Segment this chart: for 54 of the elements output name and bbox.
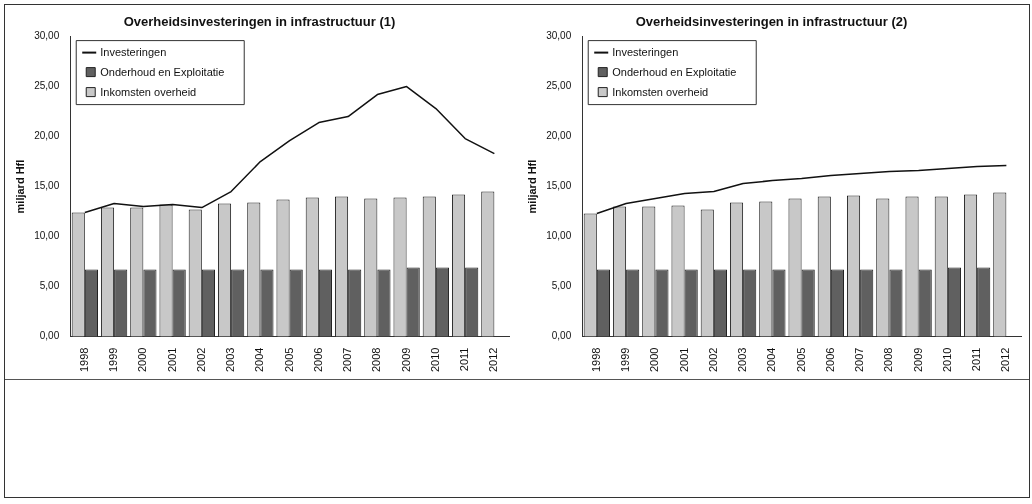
x-tick-label: 2004 — [253, 347, 266, 373]
y-tick-label: 0,00 — [551, 330, 572, 342]
y-tick-label: 15,00 — [34, 180, 60, 192]
x-tick-label: 2006 — [311, 347, 324, 373]
x-tick-label: 2002 — [194, 347, 207, 373]
y-axis-title: miljard Hfl — [13, 159, 26, 214]
x-tick-label: 2010 — [428, 347, 441, 373]
x-tick-label: 2003 — [224, 347, 237, 373]
y-tick-label: 30,00 — [546, 30, 572, 42]
x-tick-label: 2009 — [911, 347, 924, 373]
y-tick-label: 20,00 — [546, 130, 572, 142]
y-tick-label: 5,00 — [39, 280, 60, 292]
x-tick-label: 2000 — [648, 347, 661, 373]
x-tick-label: 2012 — [999, 347, 1012, 373]
x-tick-label: 1999 — [107, 347, 120, 373]
chart-title: Overheidsinvesteringen in infrastructuur (2) — [635, 14, 908, 30]
chart-title: Overheidsinvesteringen in infrastructuur (1) — [123, 14, 396, 30]
legend-label: Onderhoud en Exploitatie — [612, 65, 737, 78]
legend-label: Inkomsten overheid — [612, 85, 709, 98]
y-tick-label: 10,00 — [34, 230, 60, 242]
x-tick-label: 1998 — [589, 347, 602, 373]
x-tick-label: 2006 — [823, 347, 836, 373]
x-tick-label: 2005 — [282, 347, 295, 373]
y-tick-label: 30,00 — [34, 30, 60, 42]
legend-label: Investeringen — [100, 45, 167, 58]
legend-label: Investeringen — [612, 45, 679, 58]
x-tick-label: 2005 — [794, 347, 807, 373]
y-tick-label: 25,00 — [546, 80, 572, 92]
x-tick-label: 2001 — [165, 347, 178, 373]
x-tick-label: 2004 — [765, 347, 778, 373]
x-tick-label: 2007 — [341, 347, 354, 373]
x-tick-label: 2011 — [970, 347, 983, 372]
y-tick-label: 20,00 — [34, 130, 60, 142]
y-tick-label: 10,00 — [546, 230, 572, 242]
x-tick-label: 2008 — [370, 347, 383, 373]
x-tick-label: 1998 — [77, 347, 90, 373]
x-tick-label: 2002 — [706, 347, 719, 373]
x-tick-label: 2011 — [458, 347, 471, 372]
y-tick-label: 5,00 — [551, 280, 572, 292]
y-tick-label: 0,00 — [39, 330, 60, 342]
x-tick-label: 2001 — [677, 347, 690, 373]
x-tick-label: 2012 — [487, 347, 500, 373]
y-tick-label: 25,00 — [34, 80, 60, 92]
x-tick-label: 1999 — [619, 347, 632, 373]
y-tick-label: 15,00 — [546, 180, 572, 192]
x-tick-label: 2008 — [882, 347, 895, 373]
legend-label: Inkomsten overheid — [100, 85, 197, 98]
y-axis-title: miljard Hfl — [525, 159, 538, 214]
x-tick-label: 2007 — [853, 347, 866, 373]
legend-label: Onderhoud en Exploitatie — [100, 65, 225, 78]
x-tick-label: 2010 — [940, 347, 953, 373]
x-tick-label: 2003 — [736, 347, 749, 373]
x-tick-label: 2009 — [399, 347, 412, 373]
x-tick-label: 2000 — [136, 347, 149, 373]
